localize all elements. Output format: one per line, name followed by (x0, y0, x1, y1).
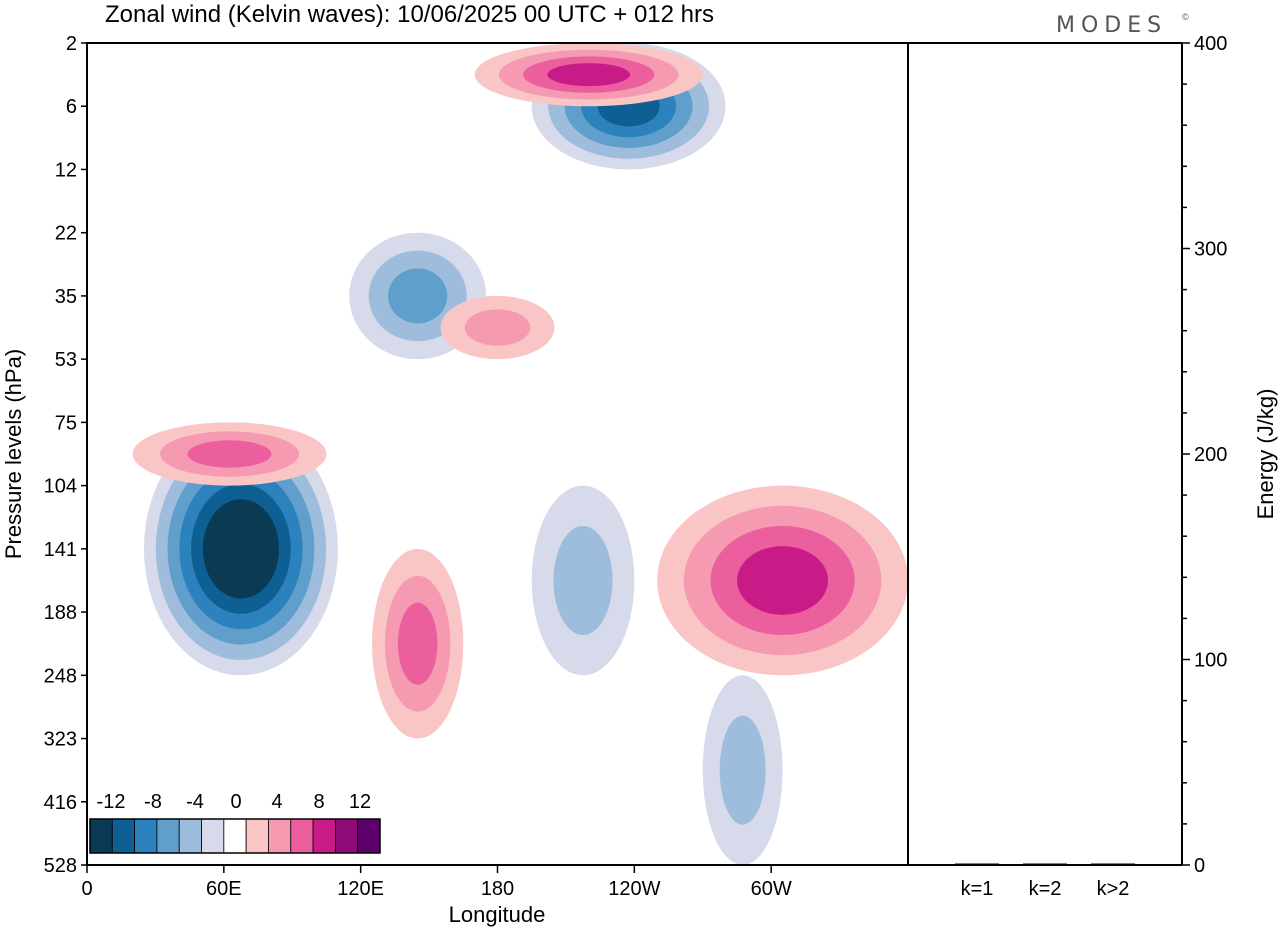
chart-title: Zonal wind (Kelvin waves): 10/06/2025 00… (105, 1, 714, 28)
colorbar-swatch (178, 818, 202, 854)
colorbar-label: 12 (349, 791, 371, 813)
colorbar-swatch (89, 818, 113, 854)
colorbar-label: -8 (144, 791, 162, 813)
colorbar-swatch (223, 818, 247, 854)
colorbar-swatch (201, 818, 225, 854)
colorbar-label: -4 (186, 791, 204, 813)
x-tick-label: 120W (608, 878, 660, 900)
y-tick-label: 141 (44, 539, 77, 561)
wind-anomaly-positive-5 (372, 548, 464, 739)
colorbar-label: 8 (313, 791, 324, 813)
wind-anomaly-positive-10 (440, 295, 555, 360)
y-tick-label: 22 (55, 223, 77, 245)
energy-category-label: k=1 (961, 878, 994, 900)
colorbar-swatch (334, 818, 359, 854)
x-tick-label: 0 (81, 878, 92, 900)
x-tick-label: 120E (337, 878, 384, 900)
y-tick-label: 248 (44, 665, 77, 687)
colorbar-swatch (357, 818, 381, 854)
y-tick-label: 2 (66, 33, 77, 55)
energy-category-label: k>2 (1097, 878, 1130, 900)
x-tick-label: 60W (751, 878, 792, 900)
colorbar-label: 4 (271, 791, 282, 813)
wind-anomaly-positive-6 (132, 422, 327, 486)
energy-axis-label: Energy (J/kg) (1253, 389, 1278, 520)
contour-6 (397, 602, 438, 685)
contour-8 (737, 546, 829, 615)
y-tick-label: 528 (44, 855, 77, 877)
contour-4 (464, 309, 531, 346)
y-tick-label: 104 (44, 476, 77, 498)
energy-category-label: k=2 (1029, 878, 1062, 900)
y-tick-label: 35 (55, 286, 77, 308)
x-tick-label: 180 (481, 878, 514, 900)
energy-bar (955, 863, 999, 865)
y-tick-label: 6 (66, 96, 77, 118)
energy-tick-label: 0 (1194, 855, 1205, 877)
y-tick-label: 323 (44, 729, 77, 751)
wind-anomaly-positive-4 (657, 485, 908, 676)
wind-field (132, 43, 908, 865)
energy-tick-label: 200 (1194, 444, 1227, 466)
energy-tick-label: 100 (1194, 650, 1227, 672)
contour--4 (719, 715, 766, 825)
contour--4 (553, 525, 613, 635)
energy-tick-label: 400 (1194, 33, 1227, 55)
y-tick-label: 75 (55, 412, 77, 434)
colorbar-swatch (156, 818, 180, 854)
y-tick-label: 188 (44, 602, 77, 624)
colorbar-swatch (312, 818, 336, 854)
colorbar-swatch (134, 818, 158, 854)
energy-tick-label: 300 (1194, 239, 1227, 261)
energy-bar (1023, 863, 1067, 865)
logo-text: MODES (1056, 13, 1167, 38)
colorbar-label: 0 (230, 791, 241, 813)
wind-anomaly-negative-1 (144, 422, 338, 676)
y-tick-label: 416 (44, 792, 77, 814)
contour--6 (388, 268, 448, 324)
contour-6 (187, 440, 272, 468)
y-axis: 2 6 12 22 35 53 75 104 141 188 248 323 416 528 (44, 33, 87, 877)
colorbar-swatch (245, 818, 269, 854)
colorbar-swatch (290, 818, 314, 854)
x-axis-label: Longitude (449, 902, 546, 927)
colorbar-swatch (268, 818, 292, 854)
wind-anomaly-negative-8 (702, 675, 783, 865)
y-tick-label: 53 (55, 349, 77, 371)
x-axis: 0 60E 120E 180 120W 60W (81, 865, 792, 900)
contour-8 (547, 63, 631, 87)
energy-bar (1091, 863, 1135, 865)
colorbar-label: -12 (97, 791, 126, 813)
y-axis-label: Pressure levels (hPa) (1, 349, 26, 559)
wind-anomaly-negative-9 (349, 232, 487, 360)
colorbar-frame (89, 818, 381, 854)
colorbar-swatch (111, 818, 136, 854)
energy-panel: 0 100 200 300 400 k=1 k=2 k>2 (908, 33, 1227, 900)
x-tick-label: 60E (206, 878, 242, 900)
wind-anomaly-positive-3 (474, 43, 703, 107)
contour--14 (214, 514, 268, 584)
y-tick-label: 12 (55, 159, 77, 181)
colorbar: -12 -8 -4 0 4 8 12 (88, 787, 382, 857)
logo-mark: © (1182, 12, 1189, 22)
wind-anomaly-negative-7 (531, 485, 635, 676)
